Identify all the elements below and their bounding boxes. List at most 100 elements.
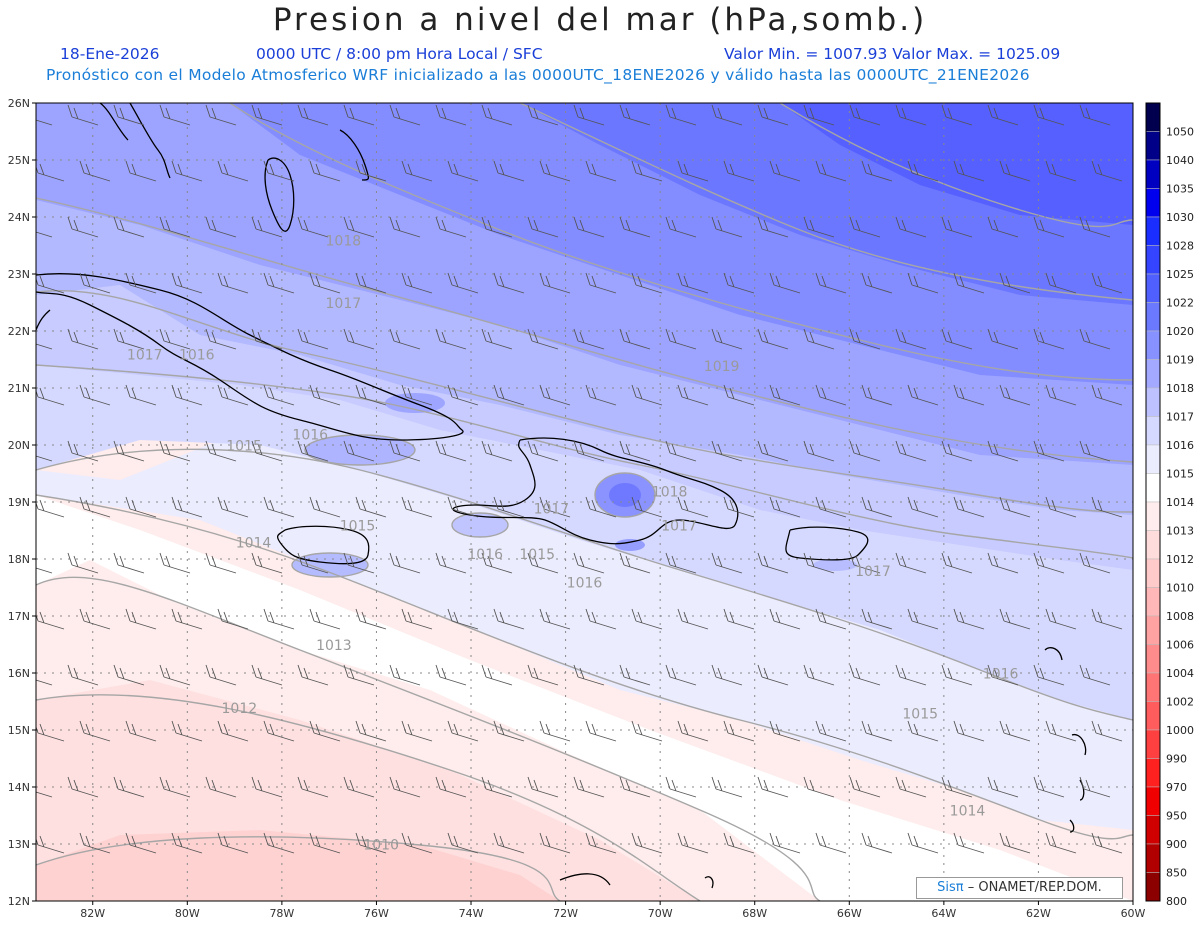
wind-barb — [79, 720, 111, 742]
wind-barb — [481, 216, 513, 238]
pressure-fill — [36, 103, 1133, 901]
wind-barb — [953, 384, 985, 406]
wind-barb — [205, 776, 237, 798]
wind-barb — [803, 104, 835, 126]
wind-barb — [987, 552, 1019, 574]
wind-barb — [217, 608, 249, 630]
contour-label: 1014 — [950, 804, 986, 820]
wind-barb — [953, 608, 985, 630]
wind-barb — [125, 496, 157, 518]
wind-barb — [723, 384, 755, 406]
colorbar-swatch — [1145, 644, 1161, 674]
wind-barb — [941, 664, 973, 686]
wind-barb — [36, 611, 65, 630]
colorbar-label: 970 — [1166, 781, 1187, 794]
contour-label: 1017 — [127, 348, 163, 364]
wind-barb — [711, 440, 743, 462]
colorbar-label: 1013 — [1166, 525, 1194, 538]
colorbar-swatch — [1145, 501, 1161, 531]
wind-barb — [723, 272, 755, 294]
lat-label: 13N — [8, 838, 30, 851]
lat-label: 18N — [8, 553, 30, 566]
wind-barb — [125, 832, 157, 854]
wind-barb — [677, 832, 709, 854]
colorbar-label: 800 — [1166, 895, 1187, 908]
wind-barb — [861, 720, 893, 742]
coast-andros — [264, 157, 295, 232]
wind-barb — [493, 832, 525, 854]
contour-label: 1014 — [236, 536, 272, 552]
wind-barb — [861, 384, 893, 406]
wind-barb — [355, 384, 387, 406]
colorbar-label: 1022 — [1166, 297, 1194, 310]
colorbar-label: 1020 — [1166, 325, 1194, 338]
wind-barb — [987, 440, 1019, 462]
wind-barb — [36, 791, 53, 798]
wind-barb — [1091, 832, 1123, 854]
wind-barb — [171, 160, 203, 182]
wind-barb — [1045, 160, 1077, 182]
wind-barb — [343, 776, 375, 798]
wind-barb — [849, 664, 881, 686]
credit-text: – ONAMET/REP.DOM. — [967, 880, 1102, 895]
wind-barb — [907, 832, 939, 854]
wind-barb — [987, 328, 1019, 350]
colorbar-swatch — [1145, 159, 1161, 189]
wind-barb — [159, 104, 191, 126]
wind-barb — [205, 664, 237, 686]
colorbar-label: 1006 — [1166, 639, 1194, 652]
wind-barb — [999, 160, 1031, 182]
wind-barb — [159, 216, 191, 238]
lat-label: 19N — [8, 496, 30, 509]
wind-barb — [355, 608, 387, 630]
colorbar-swatch — [1145, 302, 1161, 332]
map-title: Presion a nivel del mar (hPa,somb.) — [272, 2, 928, 38]
wind-barb — [861, 832, 893, 854]
wind-barb — [677, 720, 709, 742]
wind-barb — [849, 552, 881, 574]
colorbar-swatch — [1145, 416, 1161, 446]
wind-barb — [723, 608, 755, 630]
wind-barb — [205, 552, 237, 574]
wind-barb — [389, 104, 421, 126]
wind-barb — [631, 384, 663, 406]
wind-barb — [343, 104, 375, 126]
colorbar-swatch — [1145, 843, 1161, 873]
lat-label: 22N — [8, 325, 30, 338]
wind-barb — [585, 720, 617, 742]
wind-barb — [631, 720, 663, 742]
wind-barb — [171, 496, 203, 518]
wind-barb — [619, 552, 651, 574]
wind-barb — [861, 272, 893, 294]
lat-label: 26N — [8, 97, 30, 110]
wind-barb — [36, 567, 53, 574]
contour-label: 1017 — [661, 519, 697, 535]
graticule — [36, 103, 1133, 901]
wind-barb — [159, 328, 191, 350]
wind-barb — [619, 328, 651, 350]
coast-south-america — [559, 873, 714, 889]
wind-barb — [263, 160, 295, 182]
coast-jamaica — [276, 525, 370, 565]
wind-barb — [941, 216, 973, 238]
wind-barb — [573, 776, 605, 798]
wind-barb — [1045, 832, 1077, 854]
wind-barb — [79, 608, 111, 630]
lat-label: 12N — [8, 895, 30, 908]
colorbar-label: 1050 — [1166, 126, 1194, 139]
credit-box: Sisπ – ONAMET/REP.DOM. — [916, 877, 1123, 899]
wind-barb — [861, 496, 893, 518]
band-1019 — [230, 103, 1133, 385]
wind-barb — [355, 832, 387, 854]
wind-barb — [36, 499, 65, 518]
wind-barb — [309, 496, 341, 518]
wind-barb — [435, 664, 467, 686]
colorbar-swatch — [1145, 758, 1161, 788]
wind-barb — [67, 328, 99, 350]
colorbar-label: 990 — [1166, 753, 1187, 766]
wind-barb — [631, 272, 663, 294]
wind-barb — [36, 835, 65, 854]
wind-barb — [309, 160, 341, 182]
color-bar: 1050 1040 1035 1030 1028 1025 1022 1020 1019 1018… — [1145, 102, 1194, 908]
